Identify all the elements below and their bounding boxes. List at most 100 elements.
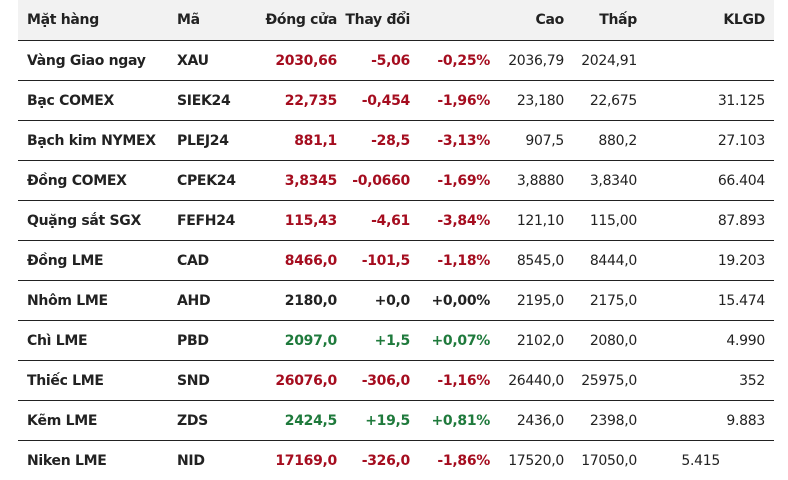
close-price: 115,43 [257,200,337,241]
low-price: 3,8340 [564,160,637,201]
commodity-name: Nhôm LME [18,280,177,321]
header-low: Thấp [564,0,637,41]
close-price: 2424,5 [257,400,337,441]
price-change-pct: -1,96% [410,80,490,121]
price-change-pct: -1,16% [410,360,490,401]
low-price: 8444,0 [564,240,637,281]
volume: 9.883 [637,400,774,441]
price-change: -0,454 [337,80,410,121]
low-price: 2175,0 [564,280,637,321]
low-price: 2024,91 [564,40,637,81]
volume: 5.415 [637,440,774,480]
header-code: Mã [177,0,257,41]
low-price: 22,675 [564,80,637,121]
table-row: Vàng Giao ngay XAU 2030,66 -5,06 -0,25% 2036,… [18,40,774,81]
close-price: 8466,0 [257,240,337,281]
table-row: Bạc COMEX SIEK24 22,735 -0,454 -1,96% 23,180 2… [18,80,774,121]
commodity-name: Đồng LME [18,240,177,281]
high-price: 907,5 [490,120,564,161]
volume: 66.404 [637,160,774,201]
header-high: Cao [490,0,564,41]
commodity-name: Quặng sắt SGX [18,200,177,241]
close-price: 2097,0 [257,320,337,361]
table-row: Niken LME NID 17169,0 -326,0 -1,86% 17520,0 17… [18,440,774,480]
table-row: Kẽm LME ZDS 2424,5 +19,5 +0,81% 2436,0 2398,0 9… [18,400,774,441]
header-change: Thay đổi [337,0,410,41]
commodity-code: CPEK24 [177,160,257,201]
price-change: -4,61 [337,200,410,241]
high-price: 2036,79 [490,40,564,81]
commodity-price-table: Mặt hàng Mã Đóng cửa Thay đổi Cao Thấp K… [18,0,774,480]
header-volume: KLGD [637,0,774,41]
commodity-name: Bạc COMEX [18,80,177,121]
price-change: -326,0 [337,440,410,480]
table-row: Nhôm LME AHD 2180,0 +0,0 +0,00% 2195,0 2175,0 1… [18,280,774,321]
high-price: 121,10 [490,200,564,241]
high-price: 3,8880 [490,160,564,201]
commodity-name: Niken LME [18,440,177,480]
commodity-code: SND [177,360,257,401]
high-price: 23,180 [490,80,564,121]
commodity-code: XAU [177,40,257,81]
high-price: 8545,0 [490,240,564,281]
commodity-name: Bạch kim NYMEX [18,120,177,161]
volume: 352 [637,360,774,401]
table-row: Bạch kim NYMEX PLEJ24 881,1 -28,5 -3,13% 907,… [18,120,774,161]
price-change: -101,5 [337,240,410,281]
commodity-name: Thiếc LME [18,360,177,401]
close-price: 3,8345 [257,160,337,201]
header-change-pct [410,0,490,41]
table-header: Mặt hàng Mã Đóng cửa Thay đổi Cao Thấp K… [18,0,774,41]
low-price: 115,00 [564,200,637,241]
price-change: +1,5 [337,320,410,361]
low-price: 17050,0 [564,440,637,480]
price-change-pct: +0,00% [410,280,490,321]
volume: 27.103 [637,120,774,161]
commodity-code: CAD [177,240,257,281]
price-change: -28,5 [337,120,410,161]
table-row: Chì LME PBD 2097,0 +1,5 +0,07% 2102,0 2080,0 4.… [18,320,774,361]
close-price: 2030,66 [257,40,337,81]
commodity-code: ZDS [177,400,257,441]
commodity-name: Đồng COMEX [18,160,177,201]
low-price: 2398,0 [564,400,637,441]
close-price: 22,735 [257,80,337,121]
price-change: -0,0660 [337,160,410,201]
close-price: 2180,0 [257,280,337,321]
price-change-pct: -3,84% [410,200,490,241]
volume: 31.125 [637,80,774,121]
table-row: Đồng LME CAD 8466,0 -101,5 -1,18% 8545,0 8444,… [18,240,774,281]
price-change-pct: +0,07% [410,320,490,361]
volume: 19.203 [637,240,774,281]
commodity-name: Vàng Giao ngay [18,40,177,81]
volume: 87.893 [637,200,774,241]
price-change: +0,0 [337,280,410,321]
commodity-name: Chì LME [18,320,177,361]
high-price: 2102,0 [490,320,564,361]
low-price: 2080,0 [564,320,637,361]
price-change-pct: +0,81% [410,400,490,441]
table-row: Đồng COMEX CPEK24 3,8345 -0,0660 -1,69% 3,888… [18,160,774,201]
commodity-code: NID [177,440,257,480]
price-change: +19,5 [337,400,410,441]
low-price: 880,2 [564,120,637,161]
price-change: -306,0 [337,360,410,401]
close-price: 17169,0 [257,440,337,480]
table-row: Quặng sắt SGX FEFH24 115,43 -4,61 -3,84% 121,… [18,200,774,241]
commodity-code: FEFH24 [177,200,257,241]
commodity-code: PBD [177,320,257,361]
price-change: -5,06 [337,40,410,81]
volume: 15.474 [637,280,774,321]
commodity-code: SIEK24 [177,80,257,121]
table-row: Thiếc LME SND 26076,0 -306,0 -1,16% 26440,0 25… [18,360,774,401]
header-commodity: Mặt hàng [18,0,177,41]
commodity-name: Kẽm LME [18,400,177,441]
price-change-pct: -0,25% [410,40,490,81]
price-change-pct: -1,69% [410,160,490,201]
volume [637,40,774,81]
price-change-pct: -1,18% [410,240,490,281]
high-price: 26440,0 [490,360,564,401]
price-change-pct: -1,86% [410,440,490,480]
header-close: Đóng cửa [257,0,337,41]
commodity-code: AHD [177,280,257,321]
